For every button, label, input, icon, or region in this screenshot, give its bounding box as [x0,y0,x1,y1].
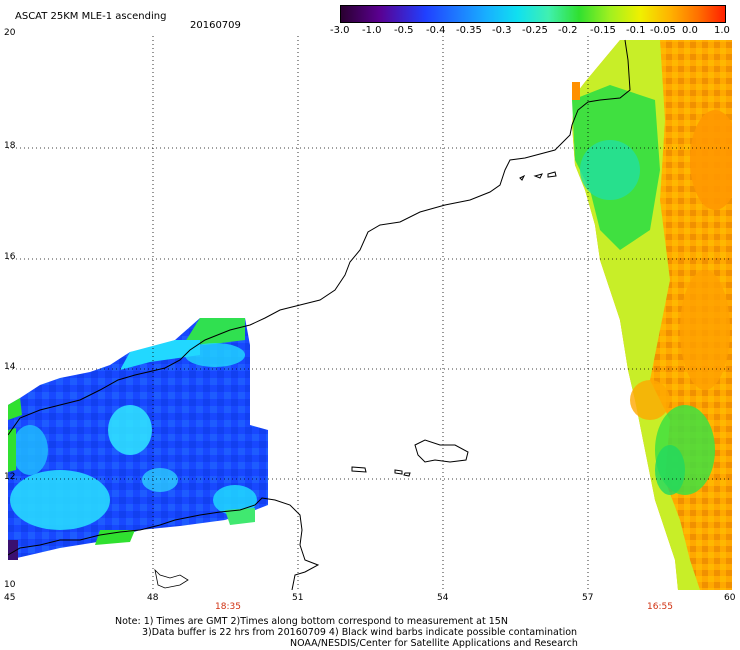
cb-tick-11: 0.0 [682,25,698,36]
lat-label-18: 18 [4,141,16,151]
map-title: ASCAT 25KM MLE-1 ascending [15,11,167,22]
west-swath [8,318,268,560]
cb-tick-9: -0.1 [626,25,646,36]
map-date: 20160709 [190,20,241,31]
lon-label-51: 51 [292,593,304,603]
cb-tick-12: 1.0 [714,25,730,36]
note-line-2: 3)Data buffer is 22 hrs from 20160709 4)… [142,627,578,638]
note-line-1: Note: 1) Times are GMT 2)Times along bot… [115,616,508,627]
coastline [8,39,631,590]
cb-tick-7: -0.2 [558,25,578,36]
cb-tick-1: -1.0 [362,25,382,36]
east-swath [572,40,732,590]
lat-lon-grid [8,36,732,590]
cb-tick-0: -3.0 [330,25,350,36]
colorbar-labels: -3.0 -1.0 -0.5 -0.4 -0.35 -0.3 -0.25 -0.… [330,25,734,37]
cb-tick-6: -0.25 [522,25,548,36]
cb-tick-4: -0.35 [456,25,482,36]
lon-label-60: 60 [724,593,736,603]
cb-tick-3: -0.4 [426,25,446,36]
lon-label-45: 45 [4,593,16,603]
lat-label-20: 20 [4,28,16,38]
lat-label-10: 10 [4,580,16,590]
cb-tick-10: -0.05 [650,25,676,36]
cb-tick-5: -0.3 [492,25,512,36]
lon-label-57: 57 [582,593,594,603]
lat-label-16: 16 [4,252,16,262]
time-label-east: 16:55 [647,602,673,612]
lon-label-48: 48 [147,593,159,603]
lat-label-14: 14 [4,362,16,372]
lon-label-54: 54 [437,593,449,603]
cb-tick-2: -0.5 [394,25,414,36]
colorbar [340,5,726,23]
note-line-3: NOAA/NESDIS/Center for Satellite Applica… [290,638,578,649]
cb-tick-8: -0.15 [590,25,616,36]
time-label-west: 18:35 [215,602,241,612]
lat-label-12: 12 [4,472,16,482]
